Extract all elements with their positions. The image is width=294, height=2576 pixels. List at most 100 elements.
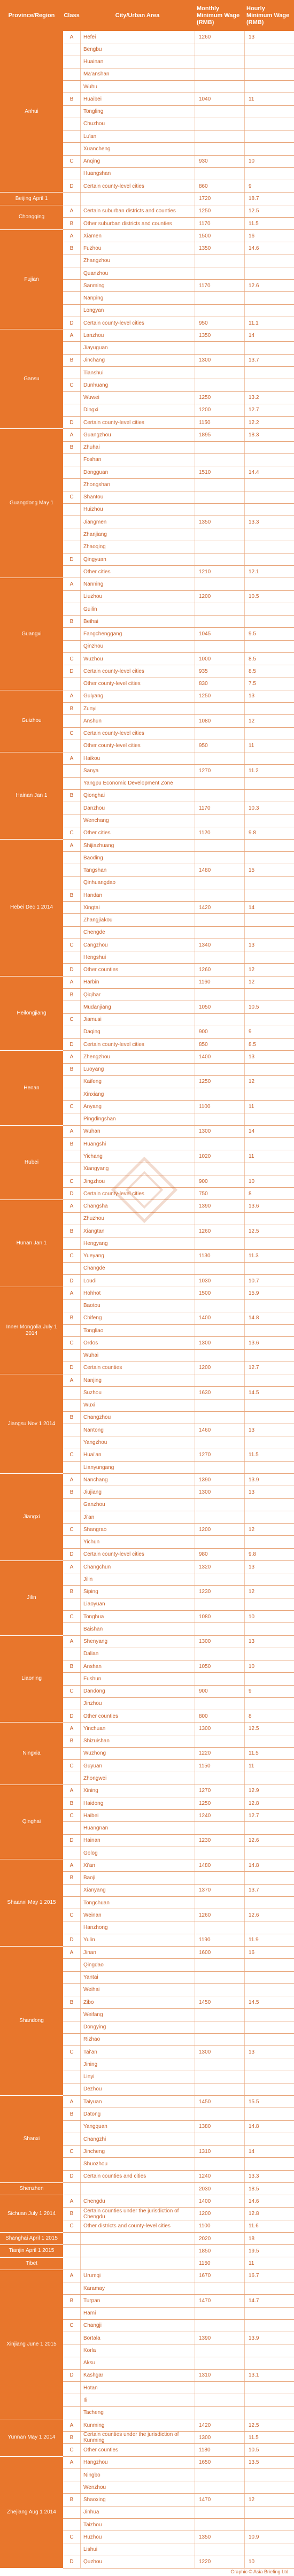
hourly-wage-cell (244, 2320, 294, 2332)
province-cell: Hunan Jan 1 (0, 1200, 63, 1288)
class-cell (63, 778, 80, 789)
city-cell: Urumqi (83, 2273, 101, 2279)
class-cell (63, 1748, 80, 1759)
hourly-wage-cell (244, 877, 294, 889)
class-cell: A (69, 332, 74, 339)
table-row: D Qingyuan (63, 553, 294, 566)
city-cell: Yinchuan (83, 1725, 106, 1732)
table-row: C Other counties 1180 10.5 (63, 2444, 294, 2457)
hourly-wage-cell (244, 927, 294, 939)
hourly-wage-cell (244, 2058, 294, 2070)
city-cell: Dandong (83, 1688, 105, 1695)
city-cell: Hohhot (83, 1290, 101, 1296)
city-cell: Datong (83, 2111, 101, 2117)
hourly-wage-cell: 11.5 (249, 2434, 259, 2441)
hourly-wage-cell: 14 (249, 1128, 255, 1135)
city-cell: Weifang (83, 2011, 103, 2018)
city-cell: Hotan (83, 2385, 98, 2391)
monthly-wage-cell (195, 1462, 244, 1473)
monthly-wage-cell (195, 143, 244, 155)
hourly-wage-cell (244, 814, 294, 826)
hourly-wage-cell (244, 852, 294, 864)
city-cell: Dalian (83, 1651, 99, 1657)
city-cell: Sanming (83, 282, 105, 289)
city-cell: Zhangzhou (83, 258, 111, 264)
monthly-wage-cell: 850 (199, 1041, 208, 1048)
table-row: A Hangzhou 1650 13.5 (63, 2457, 294, 2469)
class-cell (63, 1921, 80, 1933)
monthly-wage-cell (195, 752, 244, 764)
hourly-wage-cell: 12.6 (249, 282, 259, 289)
table-row: D Certain county-level cities 980 9.8 (63, 1549, 294, 1561)
hourly-wage-cell (244, 2009, 294, 2020)
hourly-wage-cell (244, 504, 294, 516)
hourly-wage-cell: 15.5 (249, 2098, 259, 2105)
city-cell: Shuozhou (83, 2161, 108, 2167)
hourly-wage-cell (244, 454, 294, 466)
monthly-wage-cell (195, 2344, 244, 2356)
class-cell (63, 367, 80, 379)
table-row: B Luoyang (63, 1064, 294, 1076)
hourly-wage-cell (244, 43, 294, 55)
hourly-wage-cell: 13 (249, 693, 255, 699)
monthly-wage-cell: 1450 (199, 2098, 211, 2105)
city-cell: Wuxi (83, 1402, 96, 1409)
hourly-wage-cell: 11.5 (249, 1452, 259, 1458)
hourly-wage-cell: 9 (249, 183, 252, 189)
class-cell: C (69, 2049, 74, 2055)
table-row: Hanzhong (63, 1921, 294, 1934)
city-cell: Qinzhou (83, 643, 104, 650)
table-row: Tangshan 1480 15 (63, 864, 294, 877)
monthly-wage-cell: 900 (199, 1688, 208, 1695)
hourly-wage-cell (244, 553, 294, 565)
table-row: 1850 19.5 (63, 2245, 294, 2258)
city-cell: Handan (83, 892, 103, 898)
city-cell: Wenzhou (83, 2484, 106, 2490)
city-cell: Anyang (83, 1103, 102, 1110)
city-cell: Certain county-level cities (83, 1551, 144, 1558)
table-row: Dingxi 1200 12.7 (63, 404, 294, 417)
monthly-wage-cell (195, 2083, 244, 2095)
city-cell: Cangzhou (83, 942, 108, 948)
hourly-wage-cell (244, 790, 294, 802)
class-cell (63, 2308, 80, 2319)
city-cell: Certain counties and cities (83, 2173, 146, 2180)
table-row: C Cangzhou 1340 13 (63, 939, 294, 952)
monthly-wage-cell: 1240 (199, 1812, 211, 1819)
table-row: Quanzhou (63, 267, 294, 280)
monthly-wage-cell: 1190 (199, 1937, 211, 1943)
table-row: Bortala 1390 13.9 (63, 2332, 294, 2345)
class-cell (63, 466, 80, 478)
hourly-wage-cell: 10.3 (249, 805, 259, 811)
table-row: Kaifeng 1250 12 (63, 1076, 294, 1089)
monthly-wage-cell (195, 989, 244, 1001)
monthly-wage-cell (195, 255, 244, 267)
monthly-wage-cell (195, 56, 244, 68)
class-cell (63, 68, 80, 80)
monthly-wage-cell (195, 1735, 244, 1747)
hourly-wage-cell: 10 (249, 1613, 255, 1620)
hourly-wage-cell: 12.2 (249, 419, 259, 426)
table-row: B Zibo 1450 14.5 (63, 1996, 294, 2009)
table-row: D Certain county-level cities 1150 12.2 (63, 417, 294, 429)
table-row: Qinhuangdao (63, 877, 294, 889)
table-row: Golog (63, 1847, 294, 1860)
monthly-wage-cell: 1600 (199, 1949, 211, 1956)
table-row: Shuozhou (63, 2158, 294, 2171)
table-row: Tongchuan (63, 1897, 294, 1910)
class-cell: B (69, 1663, 74, 1670)
city-cell: Danzhou (83, 805, 105, 811)
hourly-wage-cell (244, 1598, 294, 1610)
monthly-wage-cell: 1400 (199, 1315, 211, 1321)
class-cell: D (69, 1190, 74, 1197)
monthly-wage-cell (195, 728, 244, 740)
monthly-wage-cell: 1480 (199, 867, 211, 874)
city-cell: Wuhai (83, 1352, 99, 1359)
table-row: C Huzhou 1350 10.9 (63, 2531, 294, 2544)
header-city: City/Urban Area (115, 12, 160, 19)
table-row: Tianshui (63, 367, 294, 380)
class-cell (63, 1648, 80, 1660)
province-cell: Inner Mongolia July 1 2014 (0, 1287, 63, 1375)
table-row: Xinxiang (63, 1088, 294, 1101)
city-cell: Kashgar (83, 2372, 104, 2379)
